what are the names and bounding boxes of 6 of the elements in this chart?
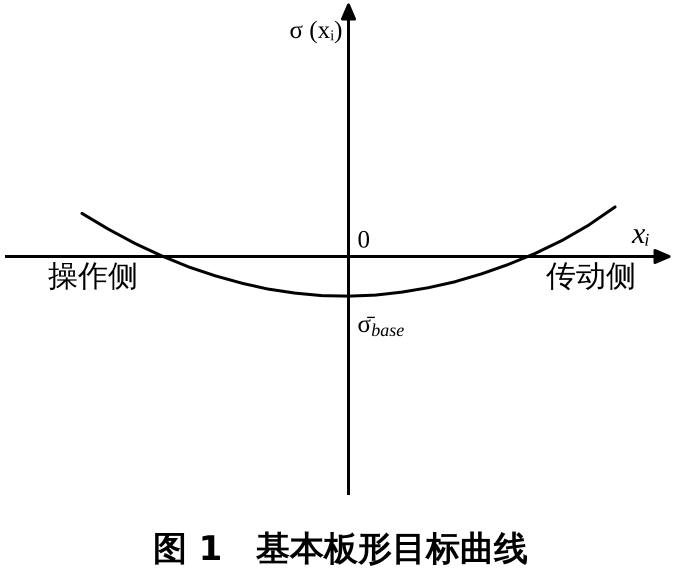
text: σ (xᵢ) <box>290 17 342 44</box>
annotation: 操作侧 <box>48 259 138 294</box>
annotation: 传动侧 <box>546 259 636 294</box>
x-axis-title: xᵢ <box>630 217 650 250</box>
text: 图 1 基本板形目标曲线 <box>152 529 528 569</box>
annotation: 0 <box>358 226 370 254</box>
